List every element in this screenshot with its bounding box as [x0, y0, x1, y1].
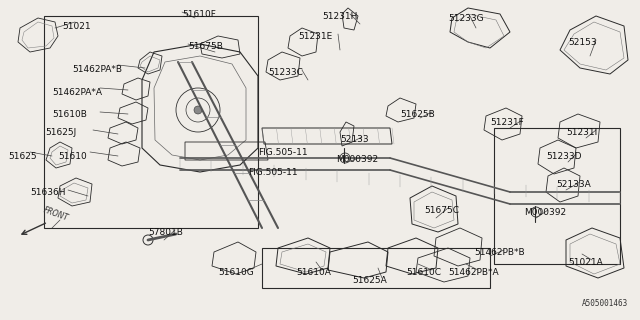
Text: 51231F: 51231F — [490, 118, 524, 127]
Text: FIG.505-11: FIG.505-11 — [258, 148, 308, 157]
Text: 51462PB*A: 51462PB*A — [448, 268, 499, 277]
Text: 51625A: 51625A — [352, 276, 387, 285]
Text: 51462PA*A: 51462PA*A — [52, 88, 102, 97]
Text: 51462PB*B: 51462PB*B — [474, 248, 525, 257]
Text: 51636H: 51636H — [30, 188, 65, 197]
Text: 51610F: 51610F — [182, 10, 216, 19]
Text: 51675B: 51675B — [188, 42, 223, 51]
Text: 51675C: 51675C — [424, 206, 459, 215]
Text: 51021A: 51021A — [568, 258, 603, 267]
Text: FRONT: FRONT — [42, 205, 70, 223]
Text: 52153: 52153 — [568, 38, 596, 47]
Text: 51233G: 51233G — [448, 14, 484, 23]
Text: 51610: 51610 — [58, 152, 87, 161]
Text: 51610B: 51610B — [52, 110, 87, 119]
Text: 51610G: 51610G — [218, 268, 253, 277]
Text: 51021: 51021 — [62, 22, 91, 31]
Text: 51231I: 51231I — [566, 128, 597, 137]
Text: FIG.505-11: FIG.505-11 — [248, 168, 298, 177]
Text: 51625J: 51625J — [45, 128, 76, 137]
Bar — [262, 248, 490, 288]
Text: 51610A: 51610A — [296, 268, 331, 277]
Text: 51233C: 51233C — [268, 68, 303, 77]
Circle shape — [194, 106, 202, 114]
Text: 52133A: 52133A — [556, 180, 591, 189]
Text: M000392: M000392 — [524, 208, 566, 217]
Text: 51233D: 51233D — [546, 152, 582, 161]
Text: 51625: 51625 — [8, 152, 36, 161]
Text: 51625B: 51625B — [400, 110, 435, 119]
Text: 51610C: 51610C — [406, 268, 441, 277]
Text: M000392: M000392 — [336, 155, 378, 164]
Text: 52133: 52133 — [340, 135, 369, 144]
Text: 51231H: 51231H — [322, 12, 357, 21]
Text: 57801B: 57801B — [148, 228, 183, 237]
Text: A505001463: A505001463 — [582, 299, 628, 308]
Bar — [494, 128, 620, 264]
Bar — [44, 16, 258, 228]
Text: 51231E: 51231E — [298, 32, 332, 41]
Text: 51462PA*B: 51462PA*B — [72, 65, 122, 74]
